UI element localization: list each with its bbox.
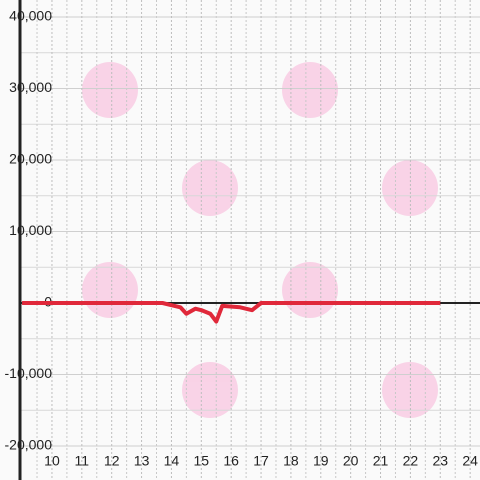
y-tick-label: 20,000 [9, 151, 52, 167]
x-tick-label: 20 [343, 453, 359, 469]
x-tick-label: 15 [194, 453, 210, 469]
watermark [282, 262, 338, 318]
y-tick-label: -10,000 [5, 365, 53, 381]
x-tick-label: 24 [462, 453, 478, 469]
x-tick-label: 23 [432, 453, 448, 469]
y-tick-label: 10,000 [9, 222, 52, 238]
x-tick-label: 21 [373, 453, 389, 469]
watermark [282, 62, 338, 118]
y-tick-label: 30,000 [9, 79, 52, 95]
x-tick-label: 22 [403, 453, 419, 469]
watermark [82, 262, 138, 318]
x-tick-label: 16 [223, 453, 239, 469]
y-tick-label: 40,000 [9, 8, 52, 24]
watermark [182, 160, 238, 216]
x-tick-label: 10 [44, 453, 60, 469]
x-tick-label: 14 [164, 453, 180, 469]
watermark [182, 362, 238, 418]
x-tick-label: 18 [283, 453, 299, 469]
x-tick-label: 12 [104, 453, 120, 469]
data-line [22, 301, 441, 324]
watermark [82, 62, 138, 118]
x-tick-label: 13 [134, 453, 150, 469]
x-tick-label: 19 [313, 453, 329, 469]
y-tick-label: -20,000 [5, 437, 53, 453]
x-tick-label: 17 [253, 453, 269, 469]
x-tick-label: 11 [75, 453, 90, 469]
